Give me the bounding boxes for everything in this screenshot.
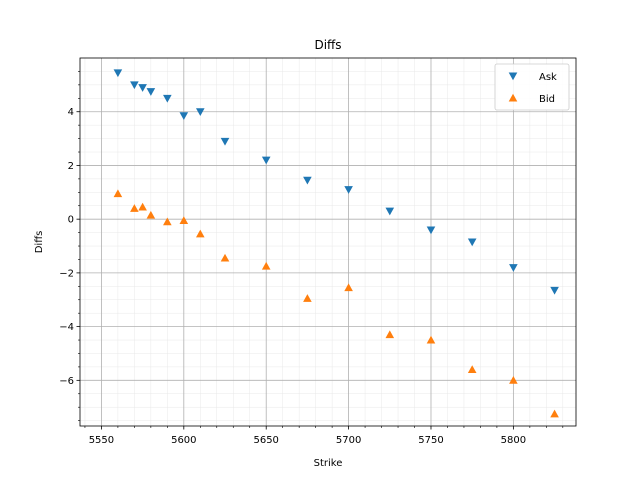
legend-label-bid: Bid [539,94,555,105]
ask-marker [130,81,139,90]
y-tick-label: −6 [59,376,74,387]
series-layer [113,69,559,418]
series-bid [113,189,559,418]
bid-marker [261,261,271,270]
bid-marker [509,376,518,384]
legend: Ask Bid [494,63,570,111]
x-tick-label: 5600 [171,435,196,446]
legend-box [494,63,570,111]
x-tick-label: 5750 [418,435,443,446]
ask-marker [385,207,395,216]
plot-background [80,58,576,426]
y-tick-label: 4 [68,107,74,118]
ask-marker [138,84,147,92]
plot-frame [79,57,577,427]
bid-marker [344,283,353,292]
y-tick-label: 0 [68,215,74,226]
plot-area [80,58,576,426]
x-tick-label: 5700 [336,435,361,446]
ask-marker [303,176,312,185]
x-tick-label: 5550 [89,435,114,446]
legend-marker-bid [508,93,518,102]
bid-marker [385,330,395,339]
bid-marker [220,253,230,262]
bid-marker [146,210,156,219]
y-tick-label: 2 [68,161,74,172]
bid-marker [130,204,139,212]
ask-marker [179,112,189,121]
bid-marker [179,216,189,224]
ask-marker [220,137,230,146]
ask-marker [163,94,172,103]
ask-marker [146,88,156,96]
x-axis-ticks: 5550 5600 5650 5700 5750 5800 [84,426,564,446]
y-tick-label: −2 [59,268,74,279]
ask-marker [467,238,477,247]
minor-grid [80,58,576,426]
bid-marker [195,229,205,238]
bid-marker [113,189,123,198]
y-axis-label: Diffs [34,231,45,254]
ask-marker [509,264,518,272]
chart-title: Diffs [314,38,341,52]
ask-marker [426,226,436,235]
ask-marker [113,69,123,78]
bid-marker [550,409,559,418]
legend-label-ask: Ask [539,72,557,83]
x-tick-label: 5800 [501,435,526,446]
bid-marker [138,202,147,211]
ask-marker [550,286,559,295]
y-axis-ticks: −6 −4 −2 0 2 4 [59,71,80,421]
ask-marker [344,186,353,194]
ask-marker [195,108,205,117]
ask-marker [261,156,271,165]
legend-marker-ask [508,72,518,81]
bid-marker [467,365,477,374]
bid-marker [163,217,172,226]
y-tick-label: −4 [59,322,74,333]
x-axis-label: Strike [314,458,343,469]
bid-marker [426,335,436,344]
major-grid [80,58,576,426]
bid-marker [303,294,312,302]
x-tick-label: 5650 [253,435,278,446]
series-ask [113,69,559,295]
